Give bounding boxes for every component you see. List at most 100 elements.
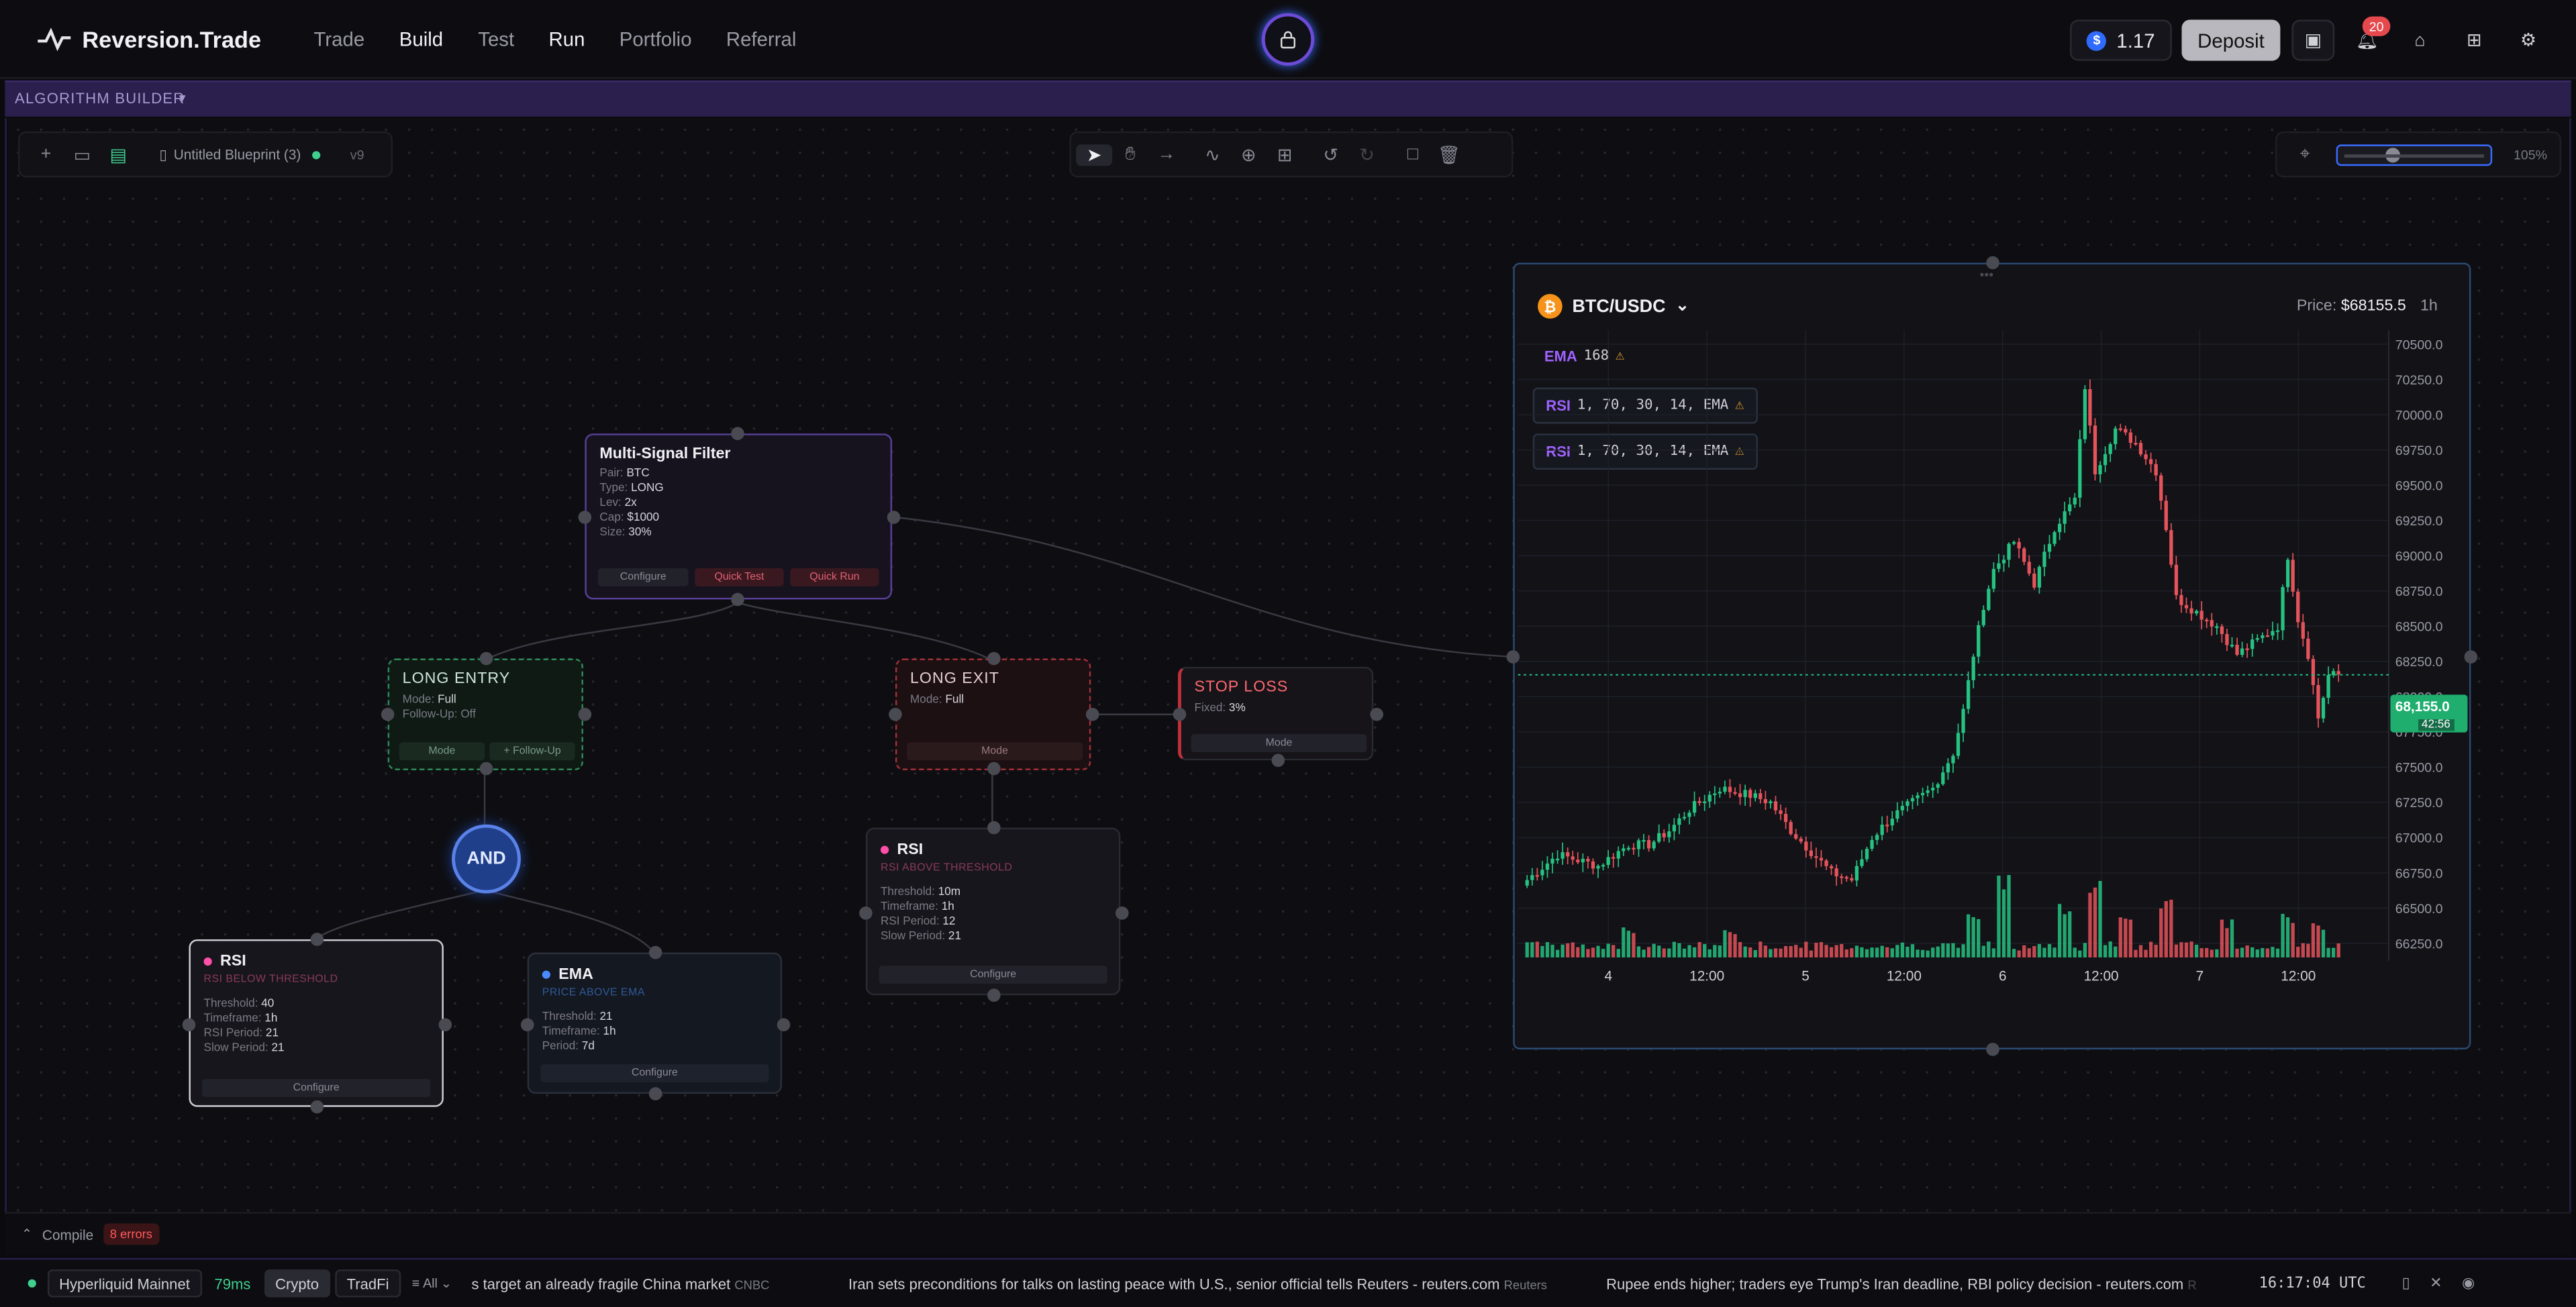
rsi-above-node[interactable]: RSI RSI ABOVE THRESHOLD Threshold: 10m T…	[859, 821, 1129, 1002]
right-port[interactable]	[777, 1018, 791, 1032]
nav-referral[interactable]: Referral	[726, 28, 797, 51]
nav-run[interactable]: Run	[548, 28, 585, 51]
discord-icon[interactable]: ◉	[2461, 1274, 2475, 1291]
left-port[interactable]	[520, 1018, 534, 1032]
output-port[interactable]	[1986, 1043, 1999, 1056]
tab-tradfi[interactable]: TradFi	[335, 1269, 401, 1298]
group-icon[interactable]: ⊞	[1277, 145, 1293, 165]
output-port[interactable]	[479, 762, 493, 776]
output-port[interactable]	[987, 988, 1001, 1002]
input-port[interactable]	[310, 933, 324, 946]
news-item[interactable]: Iran sets preconditions for talks on las…	[848, 1275, 1547, 1292]
output-port[interactable]	[1271, 753, 1285, 768]
docs-icon[interactable]: ▯	[2401, 1274, 2410, 1291]
left-port[interactable]	[889, 707, 902, 721]
rsi-below-node[interactable]: RSI RSI BELOW THRESHOLD Threshold: 40 Ti…	[182, 933, 452, 1114]
left-port[interactable]	[578, 511, 592, 524]
follow-up-button[interactable]: + Follow-Up	[489, 742, 575, 761]
right-port[interactable]	[1085, 707, 1099, 721]
mode-button[interactable]: Mode	[907, 742, 1083, 761]
timeframe-label[interactable]: 1h	[2420, 297, 2438, 315]
input-port[interactable]	[479, 651, 493, 666]
output-port[interactable]	[648, 1087, 662, 1100]
undo-icon[interactable]: ↺	[1323, 145, 1338, 165]
nav-build[interactable]: Build	[399, 28, 444, 51]
indicator-legend-ema[interactable]: EMA 168 ⚠	[1544, 348, 1624, 364]
right-port[interactable]	[2464, 650, 2478, 664]
folder-icon[interactable]: ▭	[73, 145, 91, 165]
chart-panel[interactable]: ••• ₿ BTC/USDC ⌄ Price: $68155.5 1h EMA …	[1506, 256, 2478, 1056]
redo-icon[interactable]: ↻	[1359, 145, 1375, 165]
quick-test-button[interactable]: Quick Test	[695, 568, 784, 586]
output-port[interactable]	[731, 592, 744, 607]
output-port[interactable]	[987, 762, 1001, 776]
long-exit-node[interactable]: LONG EXIT Mode: Full Mode	[889, 651, 1099, 776]
candlestick-chart[interactable]: 70500.0 70250.0 70000.0 69750.0 69500.0 69250…	[1515, 323, 2468, 1047]
indicator-legend-rsi-2[interactable]: RSI 1, 70, 30, 14, EMA ⚠	[1532, 433, 1757, 470]
input-port[interactable]	[731, 427, 744, 440]
select-tool-icon[interactable]: ➤	[1076, 144, 1113, 165]
stop-loss-node[interactable]: STOP LOSS Fixed: 3% Mode	[1173, 666, 1383, 768]
news-filter[interactable]: ≡ All ⌄	[412, 1276, 452, 1291]
left-port[interactable]	[381, 707, 395, 721]
mode-button[interactable]: Mode	[1191, 734, 1367, 753]
right-port[interactable]	[578, 707, 592, 721]
right-port[interactable]	[438, 1018, 452, 1032]
tab-crypto[interactable]: Crypto	[264, 1269, 331, 1298]
output-port[interactable]	[310, 1100, 324, 1114]
learn-button[interactable]: ⌂	[2399, 19, 2442, 60]
hand-tool-icon[interactable]: ✋︎	[1125, 144, 1136, 164]
lock-vault-button[interactable]	[1261, 13, 1315, 66]
add-icon[interactable]: +	[40, 144, 52, 164]
right-port[interactable]	[1370, 707, 1383, 721]
pair-selector[interactable]: ₿ BTC/USDC ⌄	[1538, 294, 1689, 319]
error-count-badge[interactable]: 8 errors	[103, 1223, 159, 1245]
input-port[interactable]	[648, 945, 662, 959]
mode-button[interactable]: Mode	[399, 742, 485, 761]
configure-button[interactable]: Configure	[202, 1079, 431, 1098]
zoom-slider[interactable]	[2336, 144, 2493, 165]
wallet-button[interactable]: ▣	[2291, 19, 2335, 61]
right-port[interactable]	[887, 511, 901, 524]
nav-trade[interactable]: Trade	[313, 28, 365, 51]
quick-run-button[interactable]: Quick Run	[790, 568, 879, 586]
configure-button[interactable]: Configure	[879, 965, 1107, 984]
ema-node[interactable]: EMA PRICE ABOVE EMA Threshold: 21 Timefr…	[520, 945, 791, 1100]
trash-icon[interactable]: 🗑︎	[1437, 145, 1460, 165]
chevron-down-icon[interactable]: ▾	[179, 90, 186, 105]
x-twitter-icon[interactable]: ✕	[2430, 1274, 2442, 1291]
chevron-up-icon[interactable]: ⌃	[21, 1226, 33, 1242]
and-gate-node[interactable]: AND	[452, 824, 521, 894]
input-port[interactable]	[987, 651, 1001, 666]
long-entry-node[interactable]: LONG ENTRY Mode: Full Follow-Up: Off Mod…	[381, 651, 592, 776]
configure-button[interactable]: Configure	[597, 568, 689, 586]
fit-view-icon[interactable]: ⌖	[2299, 144, 2310, 164]
news-item[interactable]: Rupee ends higher; traders eye Trump's I…	[1606, 1275, 2197, 1292]
multi-signal-filter-node[interactable]: Multi-Signal Filter Pair: BTC Type: LONG…	[578, 427, 901, 607]
compile-button[interactable]: Compile	[42, 1226, 94, 1243]
deposit-button[interactable]: Deposit	[2181, 19, 2281, 61]
indicator-legend-rsi-1[interactable]: RSI 1, 70, 30, 14, EMA ⚠	[1532, 387, 1757, 424]
blueprint-name[interactable]: ▯ Untitled Blueprint (3)	[159, 146, 321, 164]
configure-button[interactable]: Configure	[540, 1064, 769, 1083]
balance-display[interactable]: $ 1.17	[2070, 19, 2172, 61]
left-port[interactable]	[859, 906, 873, 920]
connect-tool-icon[interactable]: →	[1157, 144, 1176, 164]
right-port[interactable]	[1115, 906, 1129, 920]
input-port[interactable]	[1986, 256, 1999, 270]
brand-logo[interactable]: Reversion.Trade	[36, 23, 261, 56]
apps-button[interactable]: ⊞	[2453, 19, 2495, 60]
nav-test[interactable]: Test	[478, 28, 515, 51]
network-selector[interactable]: Hyperliquid Mainnet	[47, 1269, 201, 1298]
nav-portfolio[interactable]: Portfolio	[619, 28, 692, 51]
frame-icon[interactable]: □	[1407, 144, 1419, 164]
save-icon[interactable]: ▤	[109, 145, 127, 165]
drag-handle-icon[interactable]: •••	[1979, 267, 1994, 283]
left-port[interactable]	[182, 1018, 196, 1032]
left-port[interactable]	[1173, 707, 1187, 721]
add-node-icon[interactable]: ⊕	[1240, 145, 1256, 165]
news-ticker[interactable]: s target an already fragile China market…	[472, 1275, 2259, 1292]
signal-tool-icon[interactable]: ∿	[1205, 145, 1220, 165]
left-port[interactable]	[1506, 650, 1520, 664]
news-item[interactable]: s target an already fragile China market…	[471, 1275, 770, 1292]
